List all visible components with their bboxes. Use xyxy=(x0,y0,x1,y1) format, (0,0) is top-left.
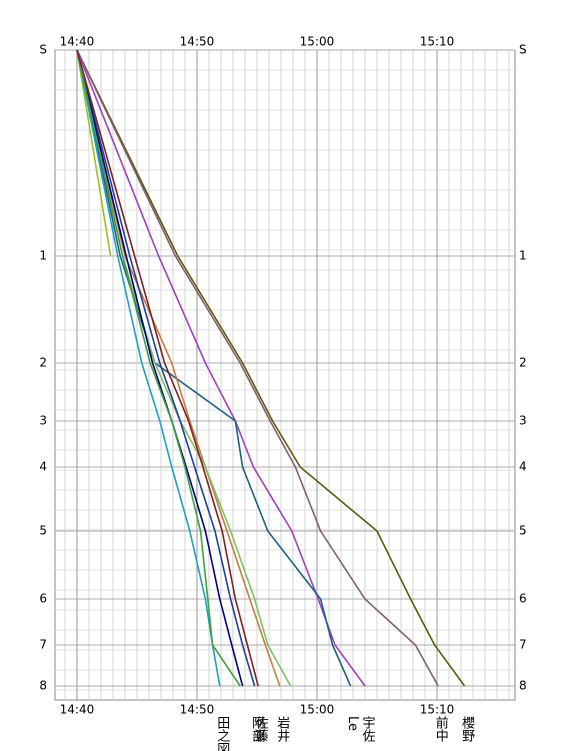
y-tick-label: S xyxy=(39,43,47,57)
x-tick-label: 14:50 xyxy=(180,35,215,49)
x-tick-label: 15:00 xyxy=(300,703,335,717)
y-tick-label: 8 xyxy=(39,679,47,693)
x-tick-label: 15:00 xyxy=(300,35,335,49)
y-tick-label: 6 xyxy=(519,592,527,606)
y-tick-label: 4 xyxy=(39,460,47,474)
series-line xyxy=(76,49,244,687)
plot-area xyxy=(54,49,516,701)
series-line xyxy=(76,49,112,257)
y-tick-label: 1 xyxy=(39,249,47,263)
series-name: 宇佐 xyxy=(359,716,375,742)
y-tick-label: 2 xyxy=(39,356,47,370)
series-line xyxy=(76,49,241,687)
y-tick-label: 7 xyxy=(39,638,47,652)
series-line xyxy=(76,49,292,687)
series-name: 田之図 xyxy=(214,716,230,751)
series-line xyxy=(76,49,259,687)
y-tick-label: 1 xyxy=(519,249,527,263)
x-tick-label: 14:40 xyxy=(60,35,95,49)
series-name: 前中 xyxy=(433,715,449,742)
series-line xyxy=(76,49,439,687)
series-name: 阿部 xyxy=(249,716,265,742)
series-name: 岩井 xyxy=(274,716,290,743)
y-tick-label: 3 xyxy=(519,414,527,428)
x-tick-label: 15:10 xyxy=(420,35,455,49)
y-tick-label: 5 xyxy=(519,524,527,538)
y-tick-label: S xyxy=(519,43,527,57)
y-tick-label: 4 xyxy=(519,460,527,474)
series-name: 佐藤 xyxy=(253,716,269,742)
series-line xyxy=(76,49,466,687)
y-tick-label: 3 xyxy=(39,414,47,428)
series-name: 櫻野 xyxy=(459,716,475,742)
x-tick-label: 15:10 xyxy=(420,703,455,717)
y-tick-label: 2 xyxy=(519,356,527,370)
y-tick-label: 7 xyxy=(519,638,527,652)
y-tick-label: 6 xyxy=(39,592,47,606)
series-name: Le xyxy=(345,716,360,731)
series-line xyxy=(76,49,256,687)
y-tick-label: 5 xyxy=(39,524,47,538)
x-tick-label: 14:50 xyxy=(180,703,215,717)
y-tick-label: 8 xyxy=(519,679,527,693)
x-tick-label: 14:40 xyxy=(60,703,95,717)
